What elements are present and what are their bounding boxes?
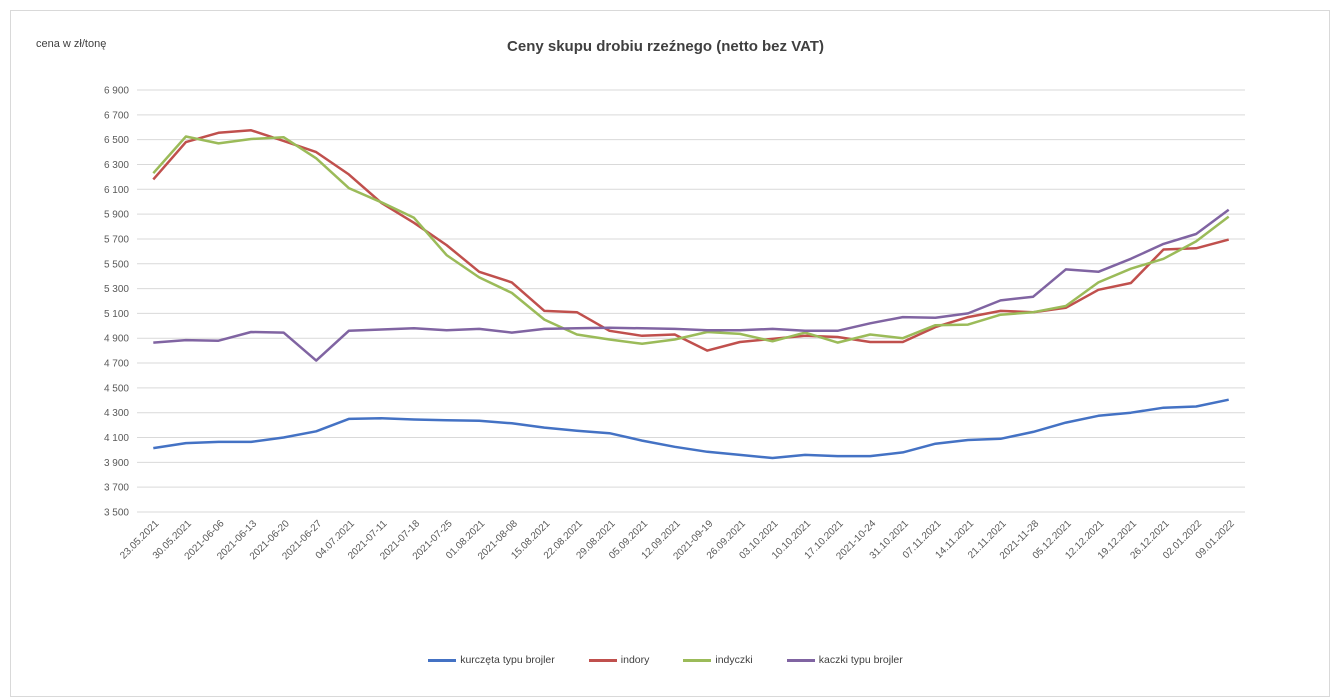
y-tick-label: 4 700: [104, 359, 129, 370]
y-tick-label: 4 100: [104, 433, 129, 444]
legend: kurczęta typu brojler indory indyczki kaczk…: [0, 654, 1331, 666]
legend-item: kaczki typu brojler: [786, 654, 903, 666]
series-line-3: [153, 208, 1230, 362]
legend-swatch: [683, 658, 712, 662]
chart-title: Ceny skupu drobiu rzeźnego (netto bez VA…: [507, 38, 824, 55]
legend-swatch: [428, 658, 457, 662]
legend-item: indyczki: [683, 654, 753, 666]
y-tick-label: 5 300: [104, 284, 129, 295]
gridlines: [137, 89, 1245, 513]
legend-label: indory: [620, 654, 650, 666]
legend-item: kurczęta typu brojler: [428, 654, 555, 666]
y-tick-label: 5 500: [104, 259, 129, 270]
legend-label: kaczki typu brojler: [818, 654, 903, 666]
y-tick-label: 4 500: [104, 383, 129, 394]
line-chart: 3 500 3 700 3 900 4 100 4 300 4 500 4 700 4 900…: [104, 86, 1245, 562]
y-tick-label: 6 100: [104, 185, 129, 196]
y-tick-label: 6 900: [104, 86, 129, 97]
y-tick-label: 5 100: [104, 309, 129, 320]
series-line-1: [152, 129, 1230, 352]
y-tick-label: 3 700: [104, 483, 129, 494]
legend-swatch: [588, 658, 617, 662]
y-axis-unit-label: cena w zł/tonę: [36, 38, 107, 50]
y-tick-label: 4 300: [104, 408, 129, 419]
series-lines: [152, 129, 1230, 460]
y-tick-label: 5 700: [104, 234, 129, 245]
y-tick-label: 6 300: [104, 160, 129, 171]
y-tick-label: 4 900: [104, 334, 129, 345]
y-tick-label: 3 900: [104, 458, 129, 469]
series-line-0: [153, 398, 1229, 460]
legend-swatch: [786, 658, 815, 662]
y-tick-label: 3 500: [104, 508, 129, 519]
y-axis-ticks: 3 500 3 700 3 900 4 100 4 300 4 500 4 700 4 900…: [104, 86, 129, 519]
legend-label: kurczęta typu brojler: [460, 654, 555, 666]
x-axis-ticks: 23.05.202130.05.20212021-06-062021-06-13…: [118, 518, 1237, 562]
y-tick-label: 5 900: [104, 210, 129, 221]
y-tick-label: 6 700: [104, 110, 129, 121]
y-tick-label: 6 500: [104, 135, 129, 146]
legend-label: indyczki: [715, 654, 753, 666]
series-line-2: [152, 135, 1230, 346]
chart-frame: [10, 10, 1330, 697]
legend-item: indory: [588, 654, 650, 666]
